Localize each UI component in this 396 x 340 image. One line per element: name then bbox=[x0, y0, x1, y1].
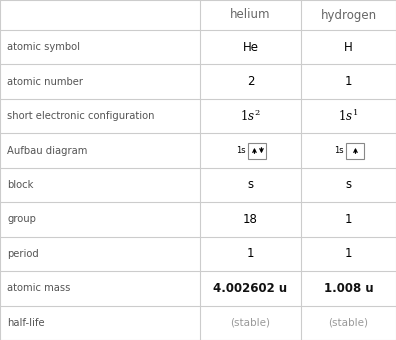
Text: 1: 1 bbox=[345, 213, 352, 226]
Text: half-life: half-life bbox=[7, 318, 45, 328]
Text: 1: 1 bbox=[345, 75, 352, 88]
Text: helium: helium bbox=[230, 8, 271, 21]
Text: H: H bbox=[344, 41, 353, 54]
Text: 1.008 u: 1.008 u bbox=[324, 282, 373, 295]
FancyBboxPatch shape bbox=[346, 142, 364, 158]
Text: 18: 18 bbox=[243, 213, 258, 226]
Text: (stable): (stable) bbox=[230, 318, 270, 328]
Text: Aufbau diagram: Aufbau diagram bbox=[7, 146, 88, 156]
Text: 1: 1 bbox=[345, 248, 352, 260]
Text: hydrogen: hydrogen bbox=[320, 8, 377, 21]
Text: group: group bbox=[7, 215, 36, 224]
Text: 2: 2 bbox=[247, 75, 254, 88]
Text: short electronic configuration: short electronic configuration bbox=[7, 111, 154, 121]
Text: $1s^{1}$: $1s^{1}$ bbox=[338, 108, 359, 124]
FancyBboxPatch shape bbox=[248, 142, 267, 158]
Text: atomic symbol: atomic symbol bbox=[7, 42, 80, 52]
Text: s: s bbox=[248, 178, 253, 191]
Text: $1s^{2}$: $1s^{2}$ bbox=[240, 108, 261, 124]
Text: s: s bbox=[345, 178, 352, 191]
Text: atomic number: atomic number bbox=[7, 76, 83, 87]
Text: 1s: 1s bbox=[236, 146, 246, 155]
Text: 1s: 1s bbox=[335, 146, 344, 155]
Text: 1: 1 bbox=[247, 248, 254, 260]
Text: period: period bbox=[7, 249, 39, 259]
Text: atomic mass: atomic mass bbox=[7, 283, 70, 293]
Text: block: block bbox=[7, 180, 33, 190]
Text: He: He bbox=[242, 41, 259, 54]
Text: 4.002602 u: 4.002602 u bbox=[213, 282, 287, 295]
Text: (stable): (stable) bbox=[328, 318, 369, 328]
